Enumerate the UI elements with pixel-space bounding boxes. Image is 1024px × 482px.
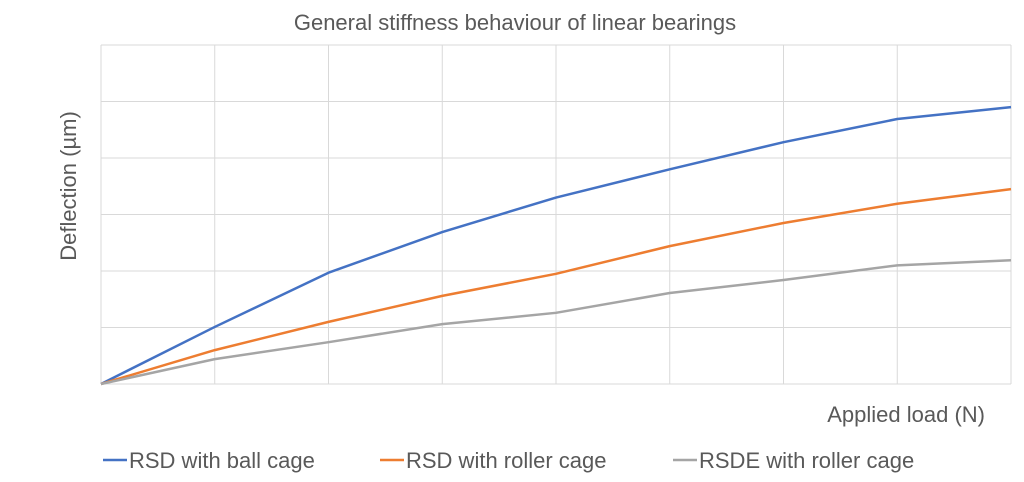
- series-line: [100, 187, 1012, 386]
- legend-label: RSD with ball cage: [129, 448, 315, 473]
- series-line: [100, 259, 1012, 386]
- legend: RSD with ball cage RSD with roller cage RS…: [103, 448, 914, 473]
- series-line: [100, 105, 1012, 386]
- legend-label: RSD with roller cage: [406, 448, 607, 473]
- chart-title: General stiffness behaviour of linear be…: [294, 10, 736, 35]
- legend-label: RSDE with roller cage: [699, 448, 914, 473]
- series-lines: [100, 105, 1012, 386]
- gridlines: [100, 44, 1012, 385]
- x-axis-label: Applied load (N): [827, 402, 985, 427]
- y-axis-label: Deflection (µm): [56, 111, 81, 261]
